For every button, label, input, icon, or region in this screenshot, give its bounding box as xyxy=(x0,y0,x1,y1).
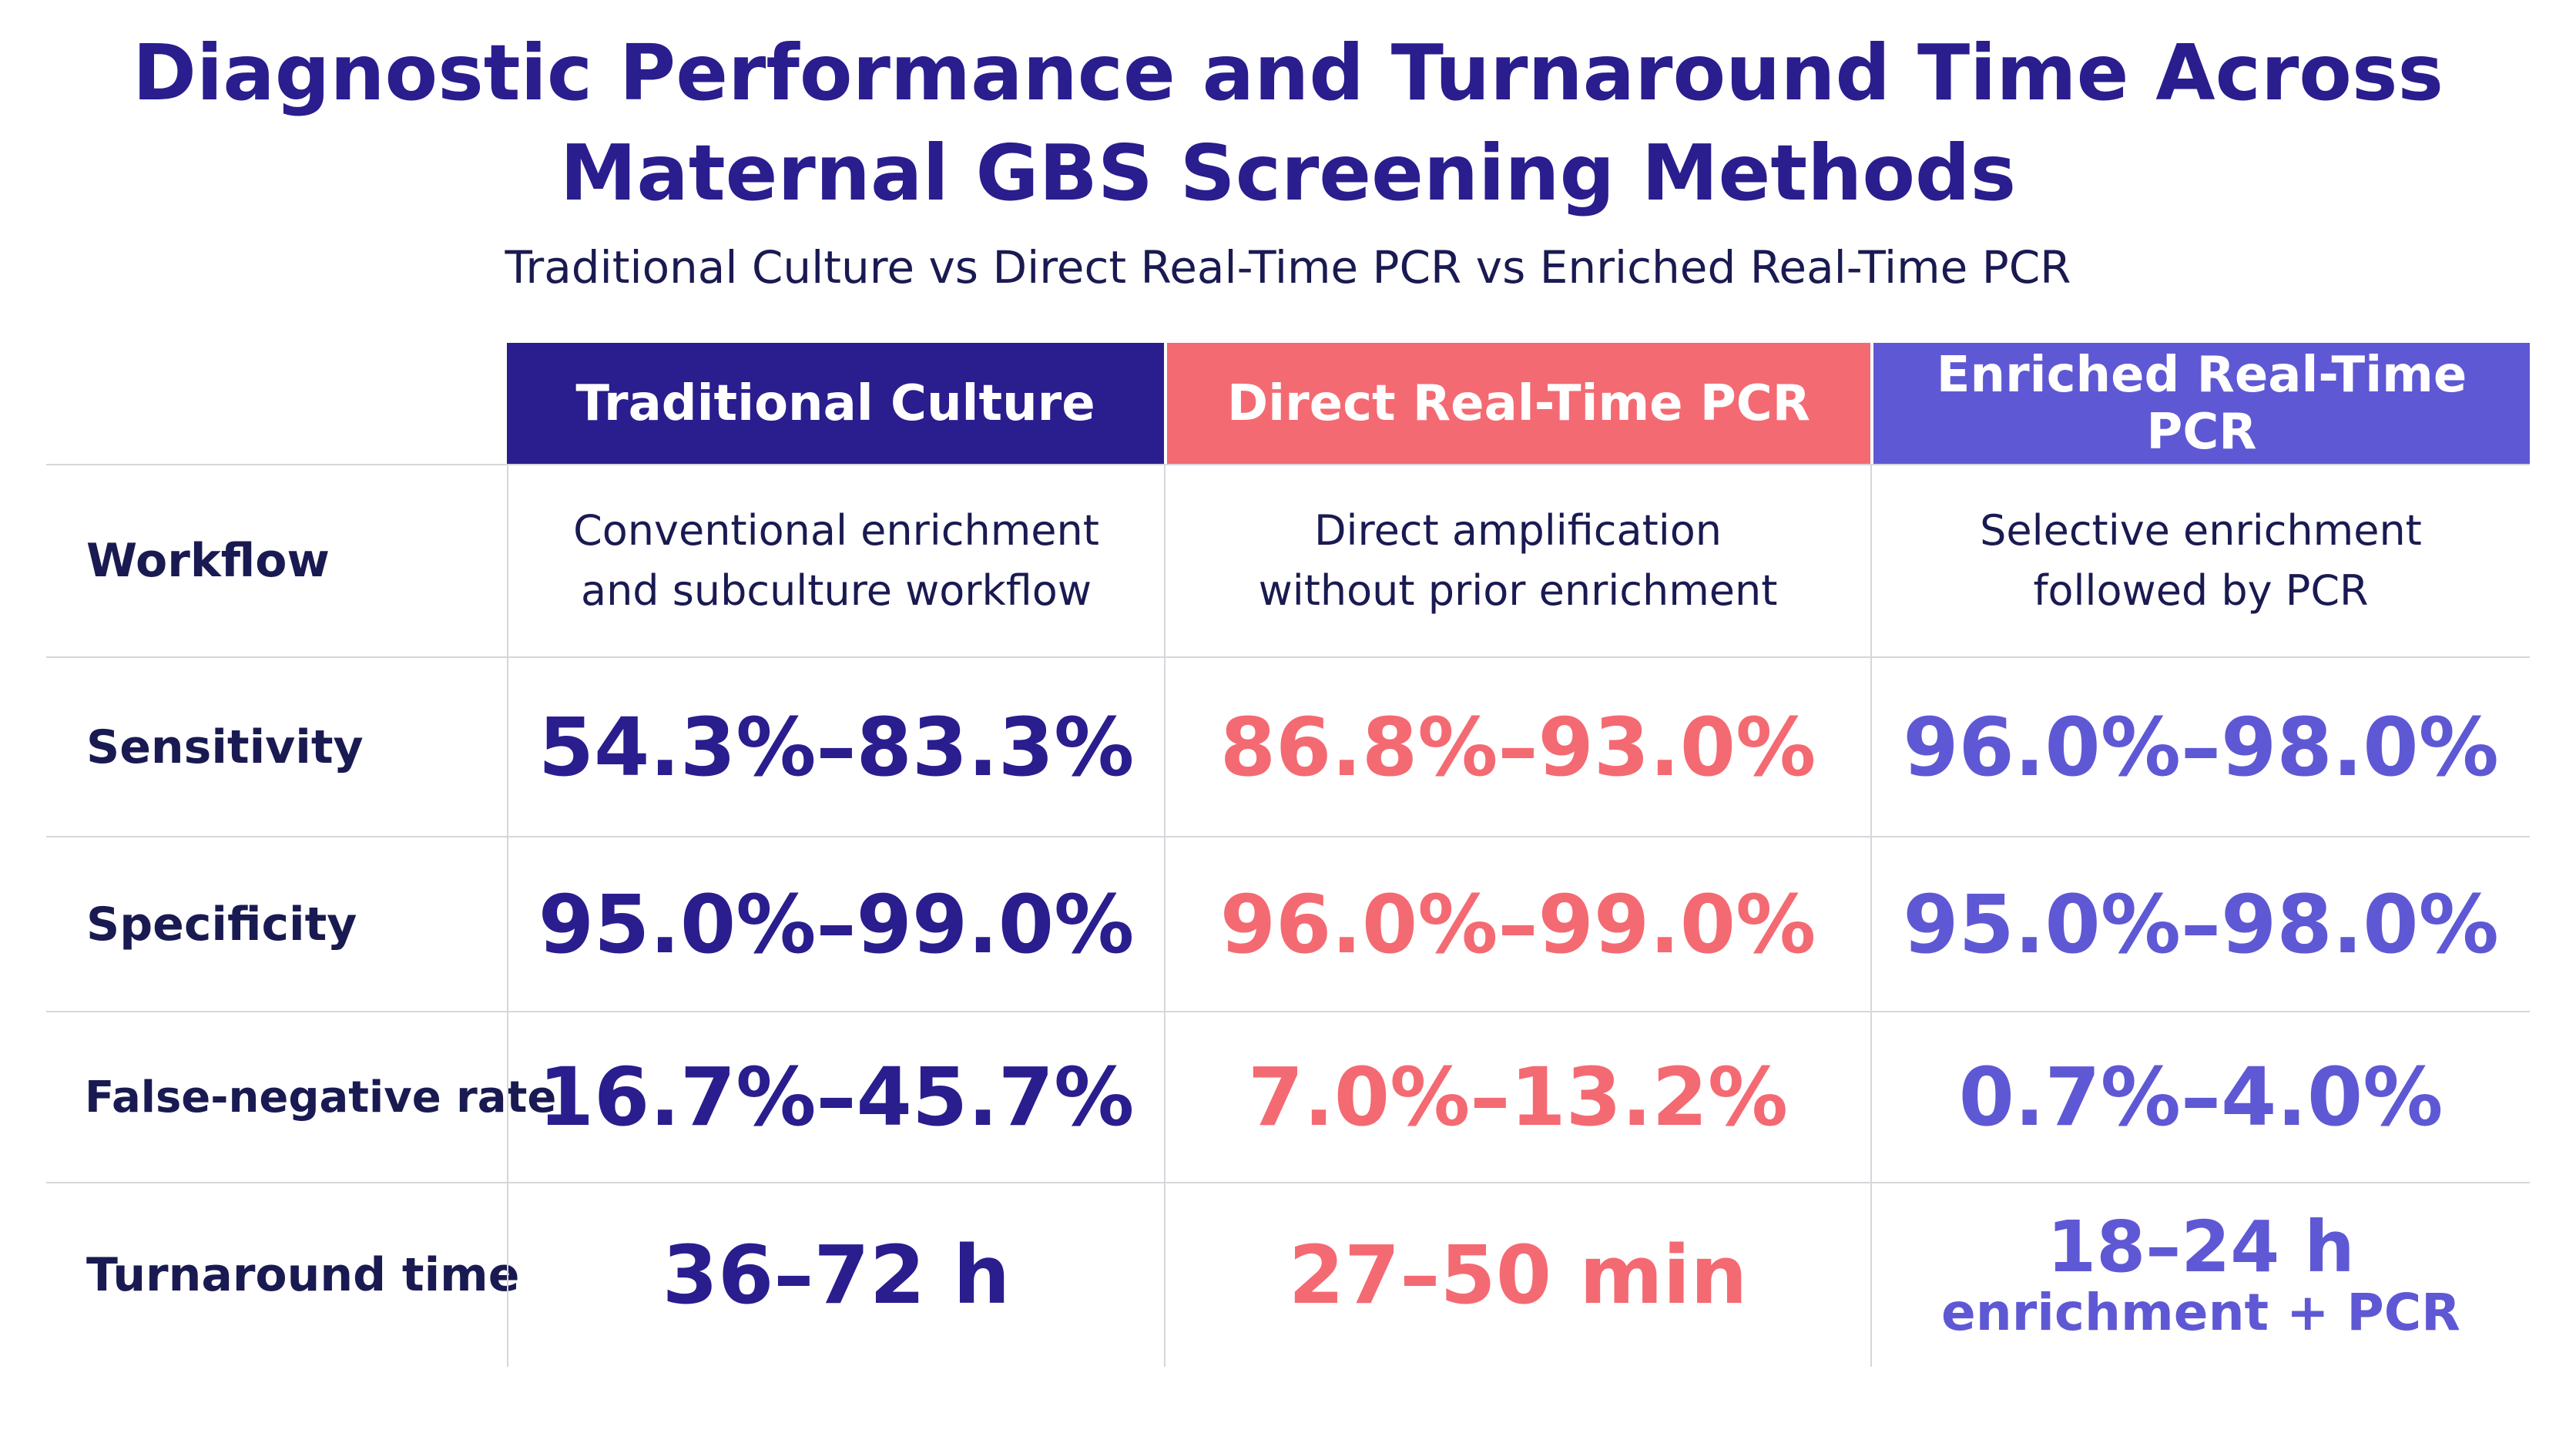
chart-title: Diagnostic Performance and Turnaround Ti… xyxy=(0,23,2576,223)
table-corner xyxy=(46,343,507,464)
column-header-traditional-culture: Traditional Culture xyxy=(507,343,1164,464)
row-label-specificity: Specificity xyxy=(46,836,507,1011)
sensitivity-traditional: 54.3%–83.3% xyxy=(507,656,1164,836)
workflow-traditional-line-2: and subculture workflow xyxy=(580,566,1092,615)
workflow-enriched: Selective enrichment followed by PCR xyxy=(1870,464,2530,656)
workflow-traditional-line-1: Conventional enrichment xyxy=(573,506,1099,555)
specificity-enriched: 95.0%–98.0% xyxy=(1870,836,2530,1011)
workflow-enriched-line-2: followed by PCR xyxy=(2033,566,2369,615)
chart-title-line-2: Maternal GBS Screening Methods xyxy=(559,128,2017,218)
turnaround-enriched: 18–24 h enrichment + PCR xyxy=(1870,1182,2530,1367)
turnaround-enriched-value: 18–24 h xyxy=(2047,1206,2355,1288)
turnaround-enriched-note: enrichment + PCR xyxy=(1941,1283,2460,1342)
workflow-direct: Direct amplification without prior enric… xyxy=(1164,464,1870,656)
chart-subtitle: Traditional Culture vs Direct Real-Time … xyxy=(505,241,2071,294)
false-negative-enriched: 0.7%–4.0% xyxy=(1870,1011,2530,1182)
workflow-enriched-line-1: Selective enrichment xyxy=(1980,506,2422,555)
specificity-direct: 96.0%–99.0% xyxy=(1164,836,1870,1011)
false-negative-direct: 7.0%–13.2% xyxy=(1164,1011,1870,1182)
sensitivity-direct: 86.8%–93.0% xyxy=(1164,656,1870,836)
comparison-table: Traditional Culture Direct Real-Time PCR… xyxy=(46,343,2530,1367)
turnaround-traditional: 36–72 h xyxy=(507,1182,1164,1367)
workflow-direct-line-2: without prior enrichment xyxy=(1258,566,1778,615)
row-label-false-negative-rate: False-negative rate xyxy=(46,1011,556,1182)
workflow-traditional: Conventional enrichment and subculture w… xyxy=(507,464,1164,656)
column-header-direct-pcr: Direct Real-Time PCR xyxy=(1164,343,1870,464)
row-label-sensitivity: Sensitivity xyxy=(46,656,507,836)
column-header-enriched-pcr: Enriched Real-Time PCR xyxy=(1870,343,2530,464)
sensitivity-enriched: 96.0%–98.0% xyxy=(1870,656,2530,836)
row-label-turnaround-time: Turnaround time xyxy=(46,1182,519,1367)
workflow-direct-line-1: Direct amplification xyxy=(1313,506,1722,555)
row-label-workflow: Workflow xyxy=(46,464,507,656)
chart-title-line-1: Diagnostic Performance and Turnaround Ti… xyxy=(132,28,2444,118)
specificity-traditional: 95.0%–99.0% xyxy=(507,836,1164,1011)
false-negative-traditional: 16.7%–45.7% xyxy=(507,1011,1164,1182)
turnaround-direct: 27–50 min xyxy=(1164,1182,1870,1367)
